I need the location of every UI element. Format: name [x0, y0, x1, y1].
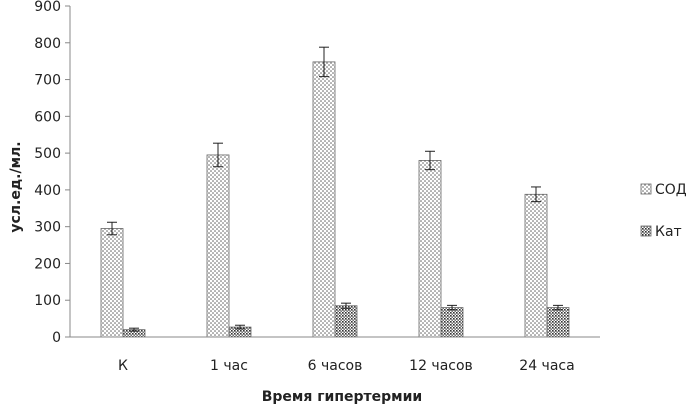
- bar-кат-5: [546, 307, 570, 338]
- bars: [100, 46, 570, 338]
- y-tick-label: 500: [34, 146, 61, 162]
- legend-label-сод: СОД: [655, 182, 687, 198]
- bar-сод-2: [206, 154, 230, 338]
- x-tick-label: 1 час: [210, 358, 248, 374]
- x-axis-ticks: К 1 час 6 часов 12 часов 24 часа: [118, 358, 575, 374]
- error-bar-кат-2: [235, 324, 245, 330]
- y-axis-title: усл.ед./мл.: [8, 141, 24, 232]
- y-axis-ticks: 0 100 200 300 400 500 600 700 800 900: [34, 0, 70, 346]
- error-bar-кат-4: [447, 304, 457, 311]
- bar-сод-5: [524, 193, 548, 338]
- x-tick-label: 12 часов: [409, 358, 473, 374]
- y-tick-label: 700: [34, 73, 61, 89]
- bar-сод-1: [100, 228, 124, 338]
- bar-сод-4: [418, 160, 442, 338]
- legend: СОД Кат: [640, 182, 687, 240]
- error-bar-сод-5: [531, 186, 541, 203]
- error-bar-кат-5: [553, 304, 563, 311]
- bar-сод-3: [312, 61, 336, 338]
- error-bar-сод-3: [319, 46, 329, 78]
- error-bar-сод-1: [107, 221, 117, 236]
- bar-кат-3: [334, 305, 358, 338]
- y-tick-label: 0: [52, 330, 61, 346]
- y-tick-label: 400: [34, 183, 61, 199]
- legend-swatch-кат: [640, 225, 652, 237]
- error-bar-сод-4: [425, 150, 435, 171]
- bar-кат-4: [440, 307, 464, 338]
- legend-label-кат: Кат: [655, 224, 682, 240]
- error-bar-кат-3: [341, 302, 351, 309]
- x-tick-label: 6 часов: [308, 358, 363, 374]
- legend-swatch-сод: [640, 183, 652, 195]
- x-tick-label: К: [118, 358, 128, 374]
- error-bar-кат-1: [129, 327, 139, 332]
- y-tick-label: 300: [34, 220, 61, 236]
- x-axis-title: Время гипертермии: [262, 389, 423, 405]
- y-tick-label: 900: [34, 0, 61, 15]
- y-tick-label: 100: [34, 293, 61, 309]
- error-bar-сод-2: [213, 142, 223, 168]
- x-tick-label: 24 часа: [519, 358, 574, 374]
- y-tick-label: 800: [34, 36, 61, 52]
- y-tick-label: 600: [34, 109, 61, 125]
- y-tick-label: 200: [34, 256, 61, 272]
